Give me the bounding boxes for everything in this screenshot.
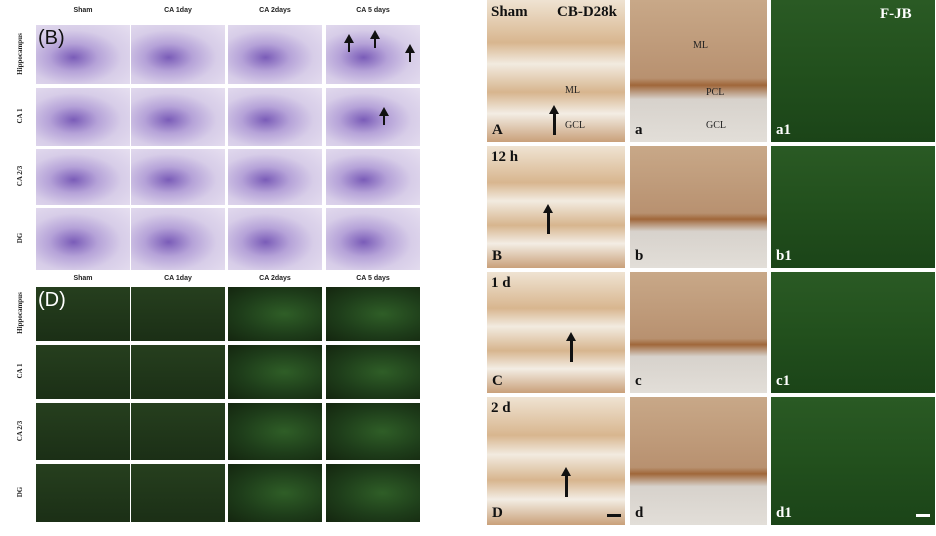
panel-letter: C (492, 373, 503, 389)
micrograph: d (630, 397, 767, 525)
micrograph (131, 287, 225, 341)
row-label: Hippocampus (16, 32, 24, 75)
panel-letter: a (635, 122, 643, 138)
row-label: DG (16, 486, 24, 498)
panel-letter: d (635, 505, 644, 521)
panel-letter: d1 (776, 505, 792, 521)
micrograph (36, 25, 130, 84)
column-header: CA 1day (164, 275, 192, 282)
micrograph (131, 88, 225, 146)
micrograph: a (630, 0, 767, 142)
panel-letter: b1 (776, 248, 792, 264)
stain-label: CB-D28k (557, 4, 618, 20)
arrow (371, 30, 379, 48)
arrow (566, 332, 576, 362)
annotation: GCL (565, 120, 585, 131)
micrograph (326, 208, 420, 270)
micrograph (326, 403, 420, 460)
arrow (561, 467, 571, 497)
column-header: CA 5 days (356, 275, 390, 282)
micrograph: c (630, 272, 767, 393)
micrograph (36, 149, 130, 205)
row-label: CA 2/3 (16, 420, 24, 441)
micrograph: C (487, 272, 625, 393)
micrograph (326, 464, 420, 522)
micrograph (228, 208, 322, 270)
title: Sham (491, 4, 528, 20)
micrograph (228, 149, 322, 205)
micrograph: B (487, 146, 625, 268)
row-label: CA 2/3 (16, 165, 24, 187)
micrograph (326, 287, 420, 341)
micrograph (131, 403, 225, 460)
arrow (380, 107, 388, 125)
arrow (345, 34, 353, 52)
micrograph: a1 (771, 0, 935, 142)
column-header: CA 1day (164, 7, 192, 14)
panel-letter: a1 (776, 122, 791, 138)
scale-bar (607, 514, 621, 517)
micrograph (228, 403, 322, 460)
micrograph (131, 25, 225, 84)
column-header: CA 5 days (356, 7, 390, 14)
panel-letter: c (635, 373, 642, 389)
row-label: CA 1 (16, 363, 24, 379)
column-header: CA 2days (259, 275, 291, 282)
row-label: DG (16, 232, 24, 244)
micrograph (36, 403, 130, 460)
panel-label: (B) (38, 27, 65, 49)
arrow (406, 44, 414, 62)
arrow (549, 105, 559, 135)
panel-letter: B (492, 248, 503, 264)
micrograph (36, 345, 130, 399)
column-header: Sham (73, 7, 93, 14)
annotation: GCL (706, 120, 726, 131)
micrograph (326, 345, 420, 399)
column-header: Sham (73, 275, 93, 282)
panel-label: (D) (38, 289, 66, 311)
micrograph (36, 287, 130, 341)
panel-letter: D (492, 505, 503, 521)
time-label: 12 h (491, 149, 519, 165)
panel-letter: A (492, 122, 503, 138)
micrograph (326, 88, 420, 146)
micrograph (36, 464, 130, 522)
micrograph: D (487, 397, 625, 525)
panel-letter: b (635, 248, 644, 264)
micrograph (131, 345, 225, 399)
micrograph (228, 287, 322, 341)
panel-letter: c1 (776, 373, 791, 389)
micrograph (131, 208, 225, 270)
micrograph (131, 464, 225, 522)
micrograph (36, 88, 130, 146)
time-label: 2 d (491, 400, 511, 416)
micrograph: b (630, 146, 767, 268)
scale-bar (916, 514, 930, 517)
annotation: PCL (706, 87, 725, 98)
micrograph (228, 464, 322, 522)
column-header: CA 2days (259, 7, 291, 14)
micrograph (326, 149, 420, 205)
micrograph (131, 149, 225, 205)
arrow (543, 204, 553, 234)
annotation: ML (565, 85, 580, 96)
micrograph (228, 88, 322, 146)
micrograph: A (487, 0, 625, 142)
micrograph (228, 345, 322, 399)
row-label: Hippocampus (16, 292, 24, 334)
stain-label: F-JB (880, 6, 912, 22)
micrograph (228, 25, 322, 84)
time-label: 1 d (491, 275, 511, 291)
row-label: CA 1 (16, 108, 24, 124)
micrograph: b1 (771, 146, 935, 268)
micrograph: d1 (771, 397, 935, 525)
annotation: ML (693, 40, 708, 51)
micrograph: c1 (771, 272, 935, 393)
micrograph (36, 208, 130, 270)
